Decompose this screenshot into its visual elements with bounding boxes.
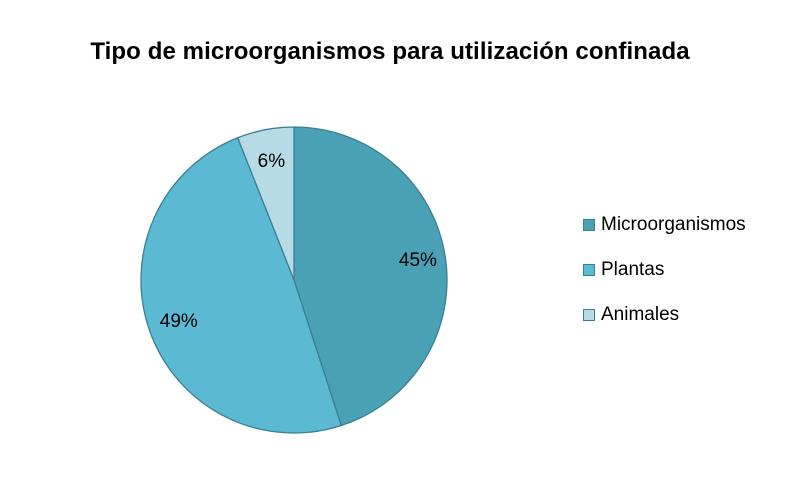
- pie-slices: [140, 126, 448, 434]
- legend-label-plantas: Plantas: [601, 259, 665, 280]
- pie-slice-animales: [237, 126, 295, 281]
- legend-label-microorganismos: Microorganismos: [601, 214, 746, 235]
- pie-slice-plantas: [140, 137, 342, 434]
- legend-swatch-microorganismos: [583, 219, 595, 231]
- legend-item-plantas: Plantas: [583, 259, 746, 281]
- data-label-microorganismos: 45%: [399, 250, 437, 271]
- chart-title: Tipo de microorganismos para utilización…: [90, 38, 690, 65]
- legend-swatch-animales: [583, 309, 595, 321]
- legend-item-animales: Animales: [583, 304, 746, 326]
- legend-swatch-plantas: [583, 264, 595, 276]
- pie-data-labels: 45% 49% 6%: [160, 151, 437, 332]
- pie-slice-microorganismos: [293, 126, 448, 427]
- legend-item-microorganismos: Microorganismos: [583, 214, 746, 236]
- legend-label-animales: Animales: [601, 304, 680, 325]
- data-label-plantas: 49%: [160, 311, 198, 332]
- data-label-animales: 6%: [258, 151, 286, 172]
- legend: Microorganismos Plantas Animales: [583, 214, 746, 349]
